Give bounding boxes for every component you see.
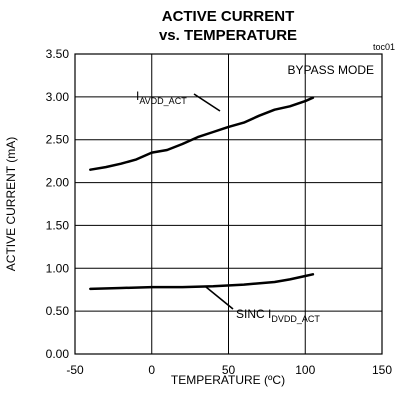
y-tick-label: 0.50 (46, 304, 70, 318)
chart-title-line1: ACTIVE CURRENT (162, 8, 295, 25)
grid (75, 54, 382, 354)
dvdd-label-main: SINC I (236, 307, 271, 321)
y-tick-label: 3.00 (46, 90, 70, 104)
mode-label: BYPASS MODE (288, 63, 374, 77)
series (89, 96, 315, 291)
dvdd-label-sub: DVDD_ACT (271, 314, 320, 324)
y-tick-label: 3.50 (46, 47, 70, 61)
figure-id: toc01 (373, 42, 395, 52)
avdd-label-sub: AVDD_ACT (139, 96, 187, 106)
x-tick-labels: -50 0 50 100 150 (66, 363, 392, 377)
x-tick-label: -50 (66, 363, 84, 377)
y-axis-label: ACTIVE CURRENT (mA) (4, 137, 18, 271)
x-tick-label: 150 (372, 363, 392, 377)
y-tick-labels: 0.00 0.50 1.00 1.50 2.00 2.50 3.00 3.50 (46, 47, 70, 361)
y-tick-label: 2.00 (46, 176, 70, 190)
y-tick-label: 1.00 (46, 261, 70, 275)
y-tick-label: 1.50 (46, 218, 70, 232)
y-tick-label: 0.00 (46, 347, 70, 361)
x-tick-label: 0 (148, 363, 155, 377)
series-line-avdd-act (89, 96, 315, 171)
avdd-series-label: IAVDD_ACT (136, 89, 187, 106)
dvdd-series-label: SINC IDVDD_ACT (236, 307, 320, 324)
x-axis-label: TEMPERATURE (ºC) (171, 373, 285, 387)
chart-title-line2: vs. TEMPERATURE (159, 27, 297, 44)
x-tick-label: 100 (295, 363, 315, 377)
y-tick-label: 2.50 (46, 133, 70, 147)
avdd-label-main: I (136, 89, 139, 103)
x-tick-label: 50 (222, 363, 236, 377)
series-line-sinc-dvdd-act (89, 273, 315, 291)
plot-frame (74, 53, 383, 355)
avdd-label-leader (193, 93, 221, 112)
dvdd-label-leader (205, 286, 234, 310)
